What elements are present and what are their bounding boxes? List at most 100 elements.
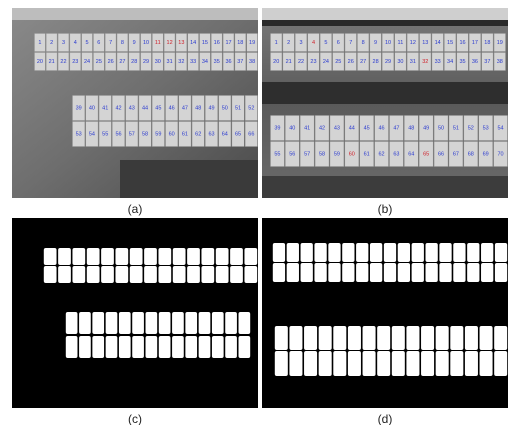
caption: (a) [128, 202, 143, 216]
cell-label: 5 [86, 40, 89, 46]
caption: (d) [378, 412, 393, 425]
cell-label: 1 [38, 40, 41, 46]
cell-label: 49 [423, 125, 429, 131]
cell-label: 55 [102, 131, 108, 137]
mask-cell [481, 263, 493, 282]
mask-cell [159, 336, 171, 358]
cell-label: 64 [222, 131, 228, 137]
cell-label: 18 [484, 40, 490, 46]
mask-cell [450, 326, 463, 350]
cell-label: 13 [178, 40, 184, 46]
mask-cell [273, 243, 285, 262]
cell-label: 25 [335, 59, 341, 65]
cell-label: 31 [167, 59, 173, 65]
mask-cell [159, 312, 171, 334]
mask-cell [212, 336, 224, 358]
mask-cell [348, 351, 361, 376]
cell-label: 46 [169, 105, 175, 111]
mask-cell [172, 336, 184, 358]
mask-cell [44, 266, 57, 283]
cell-label: 25 [96, 59, 102, 65]
cell-label: 66 [248, 131, 254, 137]
caption: (b) [378, 202, 393, 216]
cell-label: 51 [453, 125, 459, 131]
cell-label: 20 [273, 59, 279, 65]
mask-cell [450, 351, 463, 376]
cell-label: 47 [393, 125, 399, 131]
mask-cell [480, 351, 493, 376]
mask-cell [187, 248, 200, 265]
mask-cell [119, 312, 131, 334]
mask-cell [79, 312, 91, 334]
mask-cell [216, 266, 229, 283]
mask-cell [412, 263, 424, 282]
cell-label: 44 [349, 125, 355, 131]
cell-label: 10 [143, 40, 149, 46]
cell-label: 69 [483, 151, 489, 157]
mask-cell [304, 351, 317, 376]
cell-label: 63 [393, 151, 399, 157]
cell-label: 14 [435, 40, 441, 46]
cell-label: 52 [468, 125, 474, 131]
cell-label: 2 [50, 40, 53, 46]
cell-label: 27 [119, 59, 125, 65]
cell-label: 26 [348, 59, 354, 65]
cell-label: 33 [435, 59, 441, 65]
cell-label: 17 [225, 40, 231, 46]
cell-label: 60 [349, 151, 355, 157]
cell-label: 13 [422, 40, 428, 46]
cell-label: 65 [423, 151, 429, 157]
mask-cell [244, 266, 257, 283]
mask-cell [158, 266, 171, 283]
cell-label: 58 [142, 131, 148, 137]
mask-cell [481, 243, 493, 262]
cell-label: 32 [422, 59, 428, 65]
cell-label: 45 [364, 125, 370, 131]
cell-label: 40 [289, 125, 295, 131]
mask-cell [187, 266, 200, 283]
cell-label: 40 [89, 105, 95, 111]
mask-cell [275, 351, 288, 376]
cell-label: 41 [102, 105, 108, 111]
shadow [262, 20, 508, 26]
cell-label: 28 [131, 59, 137, 65]
mask-cell [319, 351, 332, 376]
top-strip [12, 8, 258, 20]
mask-cell [239, 336, 251, 358]
cell-label: 12 [410, 40, 416, 46]
cell-label: 16 [214, 40, 220, 46]
mask-cell [480, 326, 493, 350]
cell-label: 57 [129, 131, 135, 137]
cell-label: 34 [202, 59, 208, 65]
cell-label: 2 [287, 40, 290, 46]
cell-label: 66 [438, 151, 444, 157]
cell-label: 19 [249, 40, 255, 46]
cell-label: 23 [72, 59, 78, 65]
mask-cell [384, 243, 396, 262]
cell-label: 38 [249, 59, 255, 65]
cell-label: 14 [190, 40, 196, 46]
mask-cell [58, 266, 71, 283]
cell-label: 7 [349, 40, 352, 46]
cell-label: 37 [484, 59, 490, 65]
cell-label: 36 [225, 59, 231, 65]
mask-cell [494, 351, 507, 376]
cell-label: 52 [248, 105, 254, 111]
cell-label: 48 [408, 125, 414, 131]
cell-label: 61 [364, 151, 370, 157]
cell-label: 9 [374, 40, 377, 46]
mask-cell [301, 263, 313, 282]
cell-label: 39 [76, 105, 82, 111]
mask-cell [453, 243, 465, 262]
cell-label: 42 [319, 125, 325, 131]
mask-cell [333, 326, 346, 350]
cell-label: 68 [468, 151, 474, 157]
mask-cell [392, 326, 405, 350]
cell-label: 8 [121, 40, 124, 46]
mask-cell [436, 326, 449, 350]
mask-cell [370, 243, 382, 262]
mask-cell [172, 312, 184, 334]
cell-label: 16 [459, 40, 465, 46]
mask-cell [130, 266, 143, 283]
cell-label: 15 [202, 40, 208, 46]
